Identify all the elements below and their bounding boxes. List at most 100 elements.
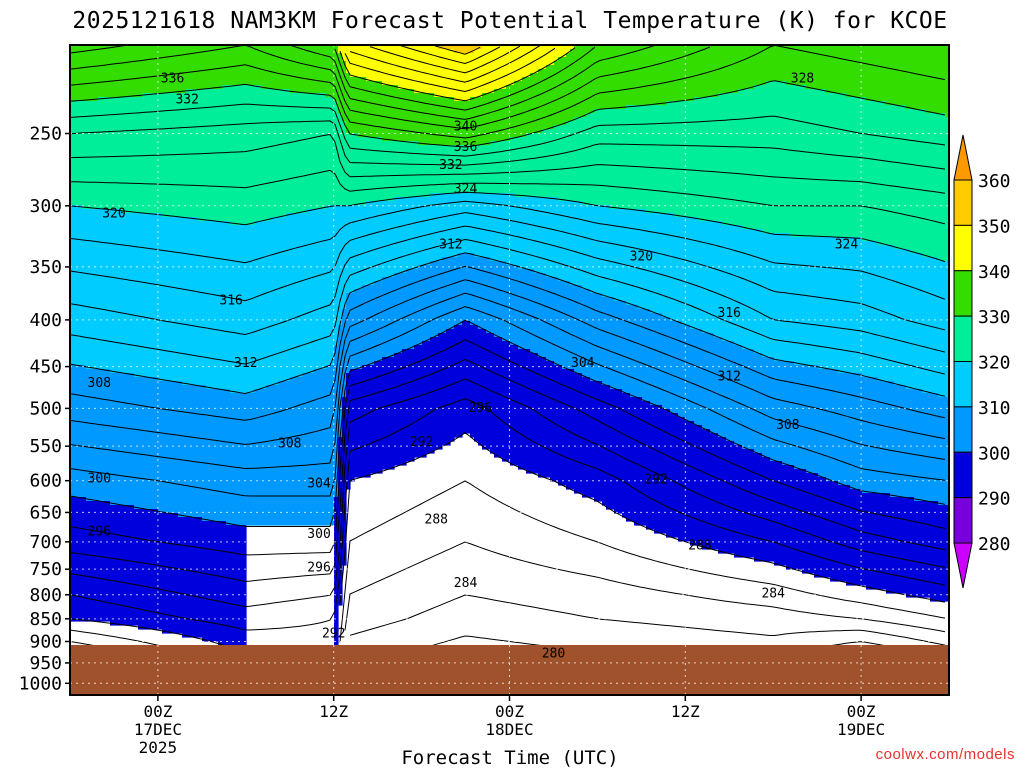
field-cell [390,201,395,278]
field-cell [714,433,719,550]
field-cell [150,45,155,94]
field-cell [138,509,143,630]
field-cell [482,45,487,94]
contour-label: 284 [454,576,478,591]
field-cell [554,365,559,482]
field-cell [510,265,515,346]
field-cell [198,385,203,518]
field-cell [94,101,99,210]
field-cell [718,93,723,222]
field-cell [302,213,307,374]
field-cell [654,313,659,406]
field-cell [474,97,479,146]
field-cell [850,237,855,374]
field-cell [610,45,615,110]
field-cell [918,389,923,502]
field-cell [626,105,631,210]
field-cell [326,365,331,526]
field-cell [750,449,755,558]
field-cell [286,213,291,382]
field-cell [418,265,423,346]
field-cell [574,201,579,286]
field-cell [806,365,811,474]
field-cell [934,45,939,114]
field-cell [90,501,95,622]
field-cell [934,393,939,502]
field-cell [234,225,239,394]
field-cell [330,365,335,526]
field-cell [442,45,447,50]
contour-label: 328 [791,71,814,86]
field-cell [654,105,659,214]
field-cell [850,373,855,490]
field-cell [410,349,415,462]
field-cell [554,277,559,366]
field-cell [290,213,295,378]
contour-label: 288 [425,512,448,527]
field-cell [394,141,399,198]
field-cell [802,85,807,238]
field-cell [858,97,863,238]
field-cell [342,309,347,398]
field-cell [418,145,423,198]
field-cell [734,225,739,346]
field-cell [478,97,483,146]
field-cell [590,293,595,382]
field-cell [310,373,315,526]
field-cell [658,405,663,534]
field-cell [498,337,503,458]
isotherm-324 [70,133,946,194]
field-cell [946,45,949,118]
field-cell [834,369,839,482]
colorbar-bottom-triangle [953,542,973,589]
field-cell [406,349,411,462]
chart-title: 2025121618 NAM3KM Forecast Potential Tem… [72,8,947,34]
field-cell [914,501,919,598]
field-cell [414,345,419,458]
field-cell [502,341,507,462]
field-cell [406,141,411,198]
field-cell [110,209,115,374]
field-cell [290,377,295,526]
field-cell [554,197,559,278]
field-cell [726,93,731,226]
field-cell [318,209,323,370]
field-cell [662,45,667,106]
field-cell [714,45,719,98]
field-cell [358,77,363,138]
field-cell [382,201,387,278]
field-cell [426,93,431,146]
field-cell [662,213,667,318]
field-cell [146,93,151,214]
field-cell [782,361,787,466]
field-cell [614,209,619,302]
field-cell [902,385,907,498]
field-cell [646,45,651,106]
field-cell [470,53,475,98]
field-cell [570,121,575,202]
field-cell [206,89,211,222]
field-cell [86,101,91,210]
field-cell [158,45,163,94]
field-cell [462,53,467,102]
isotherm-342 [344,47,556,93]
field-cell [122,97,127,214]
field-cell [674,321,679,414]
field-cell [590,45,595,114]
field-cell [190,217,195,386]
field-cell [230,225,235,394]
field-cell [890,45,895,106]
colorbar-swatch [953,179,973,226]
y-tick-label: 800 [29,585,62,606]
field-cell [826,369,831,482]
field-cell [666,45,671,102]
field-cell [838,237,843,374]
field-cell [550,277,555,362]
colorbar-swatch [953,451,973,499]
field-cell [402,89,407,142]
colorbar-swatch [953,270,973,317]
field-cell [754,229,759,354]
field-cell [178,517,183,634]
field-cell [182,93,187,218]
field-cell [338,45,343,54]
